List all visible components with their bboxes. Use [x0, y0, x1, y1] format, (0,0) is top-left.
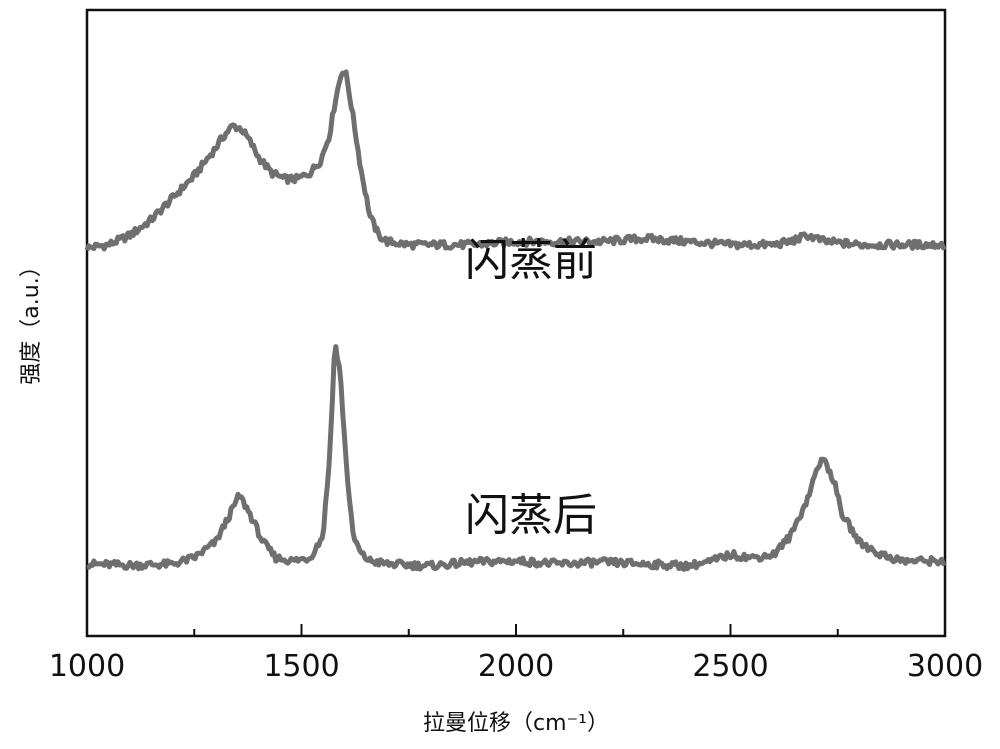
- x-tick-labels: 1000 1500 2000 2500 3000: [49, 649, 983, 684]
- y-axis-label: 强度（a.u.）: [19, 255, 44, 384]
- x-tick-label: 2000: [478, 649, 554, 684]
- series-line: [84, 69, 947, 252]
- x-tick-label: 3000: [907, 649, 983, 684]
- series-label: 闪蒸前: [465, 235, 597, 286]
- x-tick-label: 1500: [263, 649, 339, 684]
- x-ticks: [86, 624, 946, 636]
- x-tick-label: 2500: [692, 649, 768, 684]
- series-line: [86, 344, 947, 572]
- x-axis-label: 拉曼位移（cm⁻¹）: [423, 711, 609, 736]
- series-lines: [84, 69, 947, 572]
- series-label: 闪蒸后: [465, 490, 597, 541]
- x-tick-label: 1000: [49, 649, 125, 684]
